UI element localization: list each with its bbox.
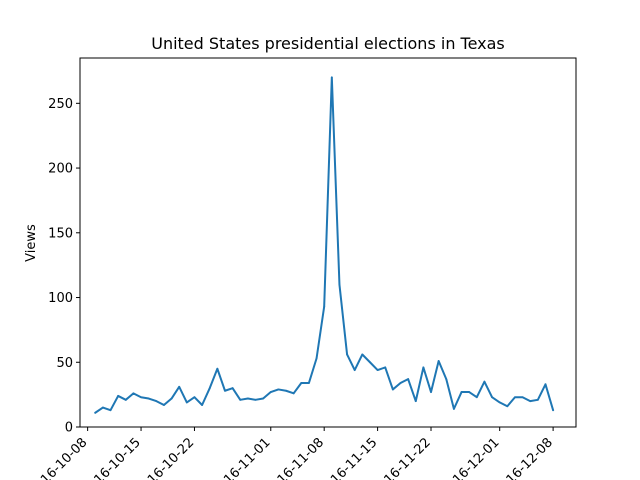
data-point [483,380,486,383]
data-point [155,400,158,403]
data-point [285,389,287,392]
data-point [124,398,127,401]
data-point [491,396,493,399]
data-point [384,366,387,369]
data-point [277,388,280,391]
data-point [239,398,242,401]
data-point [475,396,478,399]
data-point [353,369,356,371]
data-point [308,382,310,384]
data-point [414,400,417,403]
y-tick-label: 250 [48,97,73,112]
data-point [315,357,318,360]
data-point [445,378,448,380]
data-point [216,367,219,370]
data-point [460,391,463,393]
data-points [94,76,555,414]
plot-area-frame [79,57,577,428]
data-point [506,405,509,408]
data-point [453,407,455,410]
data-point [254,398,257,401]
y-tick-label: 0 [65,421,73,436]
data-point [140,396,142,399]
data-point [391,388,394,391]
data-point [101,406,104,409]
data-point [231,387,234,390]
y-tick-label: 100 [48,291,73,306]
data-point [185,401,188,404]
data-point [399,382,402,384]
y-axis-label: Views [24,224,39,262]
data-point [361,353,364,356]
data-point [246,397,249,400]
data-point [300,382,303,384]
data-point [430,391,432,393]
data-point [208,387,211,390]
data-point [529,400,532,403]
data-point [269,391,272,393]
data-point [132,392,135,395]
data-point [117,395,120,397]
data-point [330,76,333,79]
data-point [147,397,150,400]
data-point [346,353,348,356]
data-point [514,396,516,399]
data-point [292,392,295,395]
data-point [376,369,379,371]
y-tick-label: 150 [48,226,73,241]
data-point [521,396,524,399]
data-point [437,360,440,362]
data-point [323,305,326,308]
data-point [536,398,539,401]
y-tick-label: 200 [48,162,73,177]
data-point [468,391,471,393]
y-axis-ticks: 0 50 100 150 200 250 [48,97,80,436]
data-point [338,283,341,286]
data-point [422,366,425,369]
data-point [178,385,181,388]
data-point [498,401,501,404]
y-tick-label: 50 [56,356,73,371]
data-point [94,411,97,414]
data-point [262,397,265,400]
data-point [109,409,112,412]
data-point [193,396,196,399]
data-point [201,404,203,406]
data-point [163,404,165,406]
data-point [369,361,371,364]
data-point [170,397,173,400]
data-point [544,383,547,386]
data-point [407,378,410,380]
chart-title: United States presidential elections in … [151,34,505,53]
data-point [552,409,555,412]
data-point [224,389,226,392]
